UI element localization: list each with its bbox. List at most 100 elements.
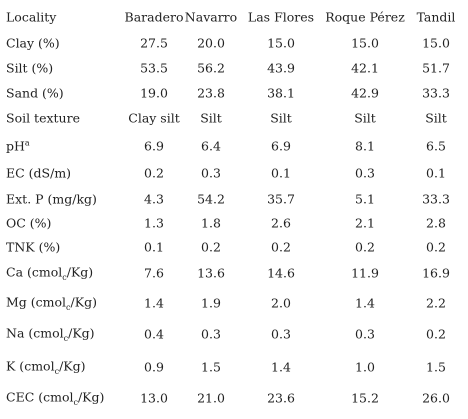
value-cell: 1.5 (426, 359, 446, 375)
row-label: TNK (%) (6, 240, 60, 255)
value-cell: 15.0 (351, 35, 379, 51)
label-text: EC (dS/m) (6, 165, 72, 181)
value-cell: 7.6 (144, 265, 164, 281)
value-cell: 2.0 (271, 295, 291, 311)
label-sup: a (24, 138, 30, 148)
row-label: OC (%) (6, 216, 51, 231)
value-cell: 33.3 (422, 85, 450, 101)
value-cell: 2.8 (426, 215, 446, 231)
label-text: Soil texture (6, 110, 80, 126)
label-text: OC (%) (6, 215, 52, 231)
value-cell: 15.0 (267, 35, 295, 51)
value-cell: Clay silt (128, 110, 180, 126)
value-cell: Silt (200, 110, 222, 126)
value-cell: 19.0 (140, 85, 168, 101)
header-cell: Navarro (184, 9, 238, 25)
label-rest: /Kg) (66, 264, 94, 280)
value-cell: 43.9 (267, 60, 295, 76)
value-cell: 1.0 (355, 359, 375, 375)
value-cell: 0.3 (355, 326, 375, 342)
value-cell: 27.5 (140, 35, 168, 51)
value-cell: 6.9 (271, 138, 291, 154)
value-cell: 38.1 (267, 85, 295, 101)
value-cell: 53.5 (140, 60, 168, 76)
row-label: Silt (%) (6, 61, 53, 76)
value-cell: 0.2 (144, 165, 164, 181)
value-cell: 0.2 (426, 239, 446, 255)
value-cell: 0.4 (144, 326, 164, 342)
label-sub: c (62, 272, 67, 282)
label-text: Na (cmol (6, 325, 64, 341)
value-cell: 0.1 (426, 165, 446, 181)
value-cell: 1.9 (201, 295, 221, 311)
label-text: TNK (%) (6, 239, 61, 255)
value-cell: 15.0 (422, 35, 450, 51)
value-cell: Silt (270, 110, 292, 126)
value-cell: 0.3 (201, 326, 221, 342)
value-cell: 6.4 (201, 138, 221, 154)
value-cell: 35.7 (267, 191, 295, 207)
value-cell: 56.2 (197, 60, 225, 76)
label-sub: c (63, 333, 69, 343)
value-cell: 0.2 (271, 239, 291, 255)
label-sub: c (73, 397, 78, 407)
row-label: K (cmolc/Kg) (6, 358, 86, 376)
row-label: Clay (%) (6, 36, 60, 51)
label-text: Mg (cmol (6, 294, 67, 310)
row-label: EC (dS/m) (6, 166, 71, 181)
value-cell: 20.0 (197, 35, 225, 51)
label-text: Silt (%) (6, 60, 54, 76)
value-cell: 6.9 (144, 138, 164, 154)
value-cell: 23.8 (197, 85, 225, 101)
label-text: Sand (%) (6, 85, 64, 101)
label-rest: /Kg) (70, 294, 97, 310)
value-cell: 0.3 (201, 165, 221, 181)
row-label: Ca (cmolc/Kg) (6, 264, 93, 282)
value-cell: 0.2 (355, 239, 375, 255)
header-cell: Locality (6, 9, 57, 25)
value-cell: 13.0 (140, 390, 168, 406)
value-cell: 2.1 (355, 215, 375, 231)
value-cell: 15.2 (351, 390, 379, 406)
value-cell: 8.1 (355, 138, 375, 154)
value-cell: 1.4 (144, 295, 164, 311)
row-label: Na (cmolc/Kg) (6, 325, 95, 343)
row-label: pHa (6, 138, 30, 153)
row-label: Mg (cmolc/Kg) (6, 294, 97, 312)
value-cell: 0.2 (426, 326, 446, 342)
value-cell: 0.9 (144, 359, 164, 375)
value-cell: 0.1 (144, 239, 164, 255)
value-cell: 42.9 (351, 85, 379, 101)
value-cell: 16.9 (422, 265, 450, 281)
label-text: K (cmol (6, 358, 55, 374)
value-cell: 1.5 (201, 359, 221, 375)
value-cell: 51.7 (422, 60, 450, 76)
value-cell: 21.0 (197, 390, 225, 406)
value-cell: Silt (425, 110, 447, 126)
value-cell: 14.6 (267, 265, 295, 281)
row-label: CEC (cmolc/Kg) (6, 389, 104, 407)
row-label: Soil texture (6, 111, 80, 126)
value-cell: 11.9 (351, 265, 379, 281)
label-rest: /Kg) (77, 389, 105, 405)
value-cell: 23.6 (267, 390, 295, 406)
value-cell: 26.0 (422, 390, 450, 406)
value-cell: 4.3 (144, 191, 164, 207)
label-text: CEC (cmol (6, 389, 74, 405)
row-label: Ext. P (mg/kg) (6, 192, 97, 207)
label-text: Clay (%) (6, 35, 60, 51)
value-cell: 2.6 (271, 215, 291, 231)
value-cell: 1.8 (201, 215, 221, 231)
label-rest: /Kg) (68, 325, 95, 341)
value-cell: 2.2 (426, 295, 446, 311)
header-cell: Baradero (124, 9, 184, 25)
value-cell: 42.1 (351, 60, 379, 76)
value-cell: 13.6 (197, 265, 225, 281)
value-cell: 54.2 (197, 191, 225, 207)
label-text: Ext. P (mg/kg) (6, 191, 97, 207)
value-cell: 1.3 (144, 215, 164, 231)
label-rest: /Kg) (59, 358, 86, 374)
value-cell: 0.2 (201, 239, 221, 255)
header-cell: Tandil (416, 9, 456, 25)
